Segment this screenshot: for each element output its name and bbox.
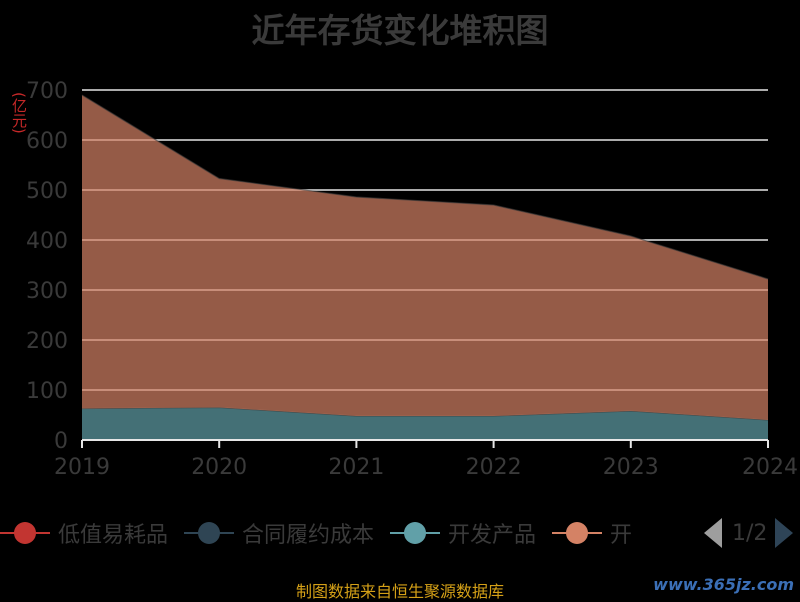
x-tick-label: 2021: [328, 455, 384, 480]
legend-marker-icon: [552, 521, 603, 545]
legend-item-low-value-consumables[interactable]: 低值易耗品: [0, 517, 168, 549]
axes: 0 100 200 300 400 500 600 700 2019 2020 2021 2022 20…: [26, 79, 798, 480]
legend-item-development-cost[interactable]: 开: [552, 517, 632, 549]
next-page-arrow-icon[interactable]: [775, 518, 794, 548]
legend-label: 开发产品: [448, 523, 537, 548]
legend: 低值易耗品 合同履约成本 开发产品 开: [0, 515, 800, 551]
y-axis-unit-label: (亿元): [10, 92, 28, 134]
y-tick-label: 200: [26, 329, 68, 354]
y-tick-label: 400: [26, 229, 68, 254]
x-tick-label: 2023: [603, 455, 659, 480]
watermark: www.365jz.com: [653, 575, 794, 594]
y-tick-label: 0: [54, 429, 68, 454]
x-tick-label: 2024: [742, 455, 798, 480]
y-tick-label: 600: [26, 129, 68, 154]
legend-label: 合同履约成本: [242, 523, 375, 548]
legend-page-indicator: 1/2: [732, 520, 768, 546]
legend-label: 开: [610, 523, 633, 548]
chart-title: 近年存货变化堆积图: [251, 11, 549, 50]
y-tick-label: 100: [26, 379, 68, 404]
legend-marker-icon: [390, 521, 441, 545]
legend-marker-icon: [0, 521, 50, 545]
y-tick-label: 700: [26, 79, 68, 104]
legend-item-contract-cost[interactable]: 合同履约成本: [184, 517, 374, 549]
data-source-note: 制图数据来自恒生聚源数据库: [295, 582, 504, 601]
x-tick-label: 2022: [466, 455, 522, 480]
x-tick-label: 2020: [191, 455, 247, 480]
area-开发产品: [82, 407, 768, 440]
legend-pager: 1/2: [700, 515, 800, 551]
area-开发成本: [82, 95, 768, 420]
y-tick-label: 300: [26, 279, 68, 304]
previous-page-arrow-icon[interactable]: [704, 518, 722, 548]
y-tick-label: 500: [26, 179, 68, 204]
legend-item-development-products[interactable]: 开发产品: [390, 517, 536, 549]
area-series: [81, 94, 769, 440]
legend-label: 低值易耗品: [58, 523, 169, 548]
series-line-开发成本: [81, 94, 769, 280]
legend-marker-icon: [184, 521, 235, 545]
x-tick-label: 2019: [54, 455, 110, 480]
